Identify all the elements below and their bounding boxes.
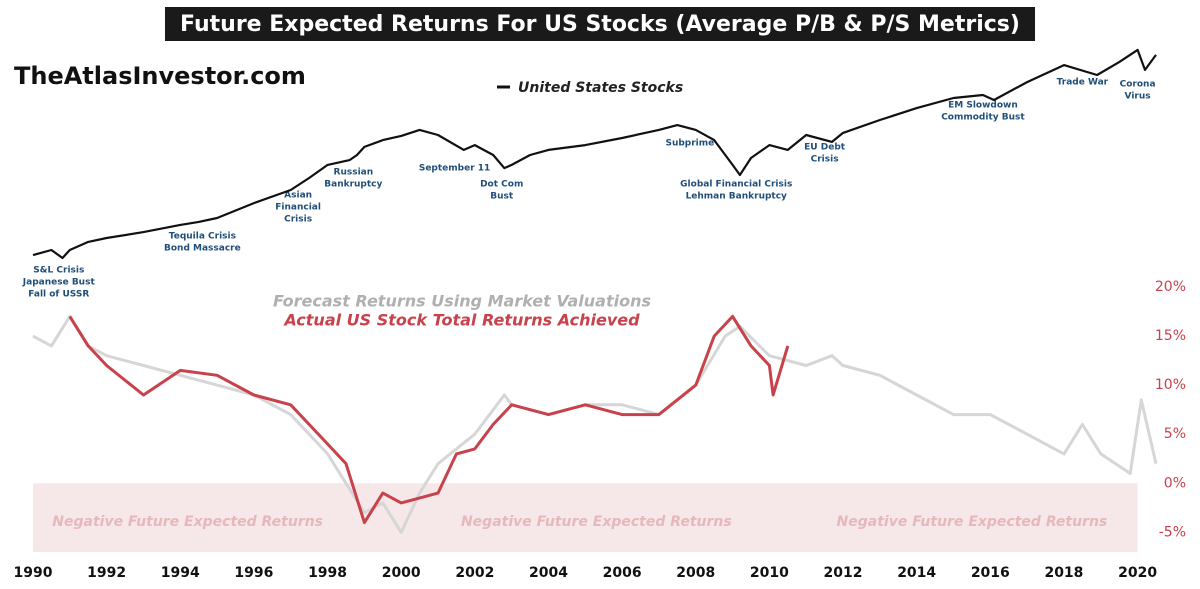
region-label: Negative Future Expected Returns (461, 514, 732, 530)
event-annotation: Asian (284, 191, 312, 201)
event-annotation: Trade War (1057, 78, 1109, 88)
legend-label: Forecast Returns Using Market Valuations (273, 292, 651, 311)
y-tick-label: 20% (1155, 279, 1186, 295)
y-tick-label: -5% (1159, 524, 1186, 540)
event-annotation: Virus (1125, 92, 1151, 102)
event-annotation: Japanese Bust (22, 278, 96, 288)
region-label: Negative Future Expected Returns (837, 514, 1108, 530)
event-annotation: EU Debt (804, 143, 846, 153)
event-annotation: Crisis (811, 155, 839, 165)
x-tick-label: 1992 (87, 565, 126, 581)
x-tick-label: 1996 (234, 565, 273, 581)
x-tick-label: 2006 (603, 565, 642, 581)
event-annotation: Financial (275, 203, 321, 213)
event-annotation: Bankruptcy (324, 180, 382, 190)
legend-label: United States Stocks (518, 80, 683, 96)
x-tick-label: 2012 (824, 565, 863, 581)
y-tick-label: 15% (1155, 328, 1186, 344)
legend-label: Actual US Stock Total Returns Achieved (282, 311, 640, 330)
x-tick-label: 2000 (382, 565, 421, 581)
x-tick-label: 1998 (308, 565, 347, 581)
event-annotation: Bust (490, 192, 514, 202)
x-tick-label: 2004 (529, 565, 568, 581)
event-annotation: Subprime (665, 139, 714, 149)
y-tick-label: 10% (1155, 377, 1186, 393)
x-tick-label: 1990 (14, 565, 53, 581)
x-tick-label: 2018 (1044, 565, 1083, 581)
event-annotation: EM Slowdown (948, 101, 1018, 111)
x-tick-label: 2002 (455, 565, 494, 581)
event-annotation: Fall of USSR (28, 290, 89, 300)
x-tick-label: 1994 (161, 565, 200, 581)
event-annotation: September 11 (419, 164, 490, 174)
x-tick-label: 2008 (676, 565, 715, 581)
x-tick-label: 2010 (750, 565, 789, 581)
y-tick-label: 0% (1164, 475, 1186, 491)
event-annotation: Commodity Bust (941, 113, 1025, 123)
event-annotation: S&L Crisis (33, 266, 84, 276)
x-tick-label: 2020 (1118, 565, 1157, 581)
event-annotation: Corona (1120, 80, 1156, 90)
title-bar (165, 7, 1035, 41)
series-line (32, 48, 1157, 260)
event-annotation: Dot Com (480, 180, 523, 190)
y-tick-label: 5% (1164, 426, 1186, 442)
region-label: Negative Future Expected Returns (52, 514, 323, 530)
event-annotation: Tequila Crisis (169, 232, 236, 242)
event-annotation: Bond Massacre (164, 244, 241, 254)
event-annotation: Crisis (284, 215, 312, 225)
series-line (68, 314, 790, 525)
negative-region (33, 483, 1138, 552)
x-tick-label: 2016 (971, 565, 1010, 581)
event-annotation: Russian (334, 168, 374, 178)
x-tick-label: 2014 (897, 565, 936, 581)
event-annotation: Global Financial Crisis (680, 180, 792, 190)
chart-title: Future Expected Returns For US Stocks (A… (180, 12, 1020, 37)
logo: TheAtlasInvestor.com (14, 62, 306, 90)
event-annotation: Lehman Bankruptcy (686, 192, 787, 202)
